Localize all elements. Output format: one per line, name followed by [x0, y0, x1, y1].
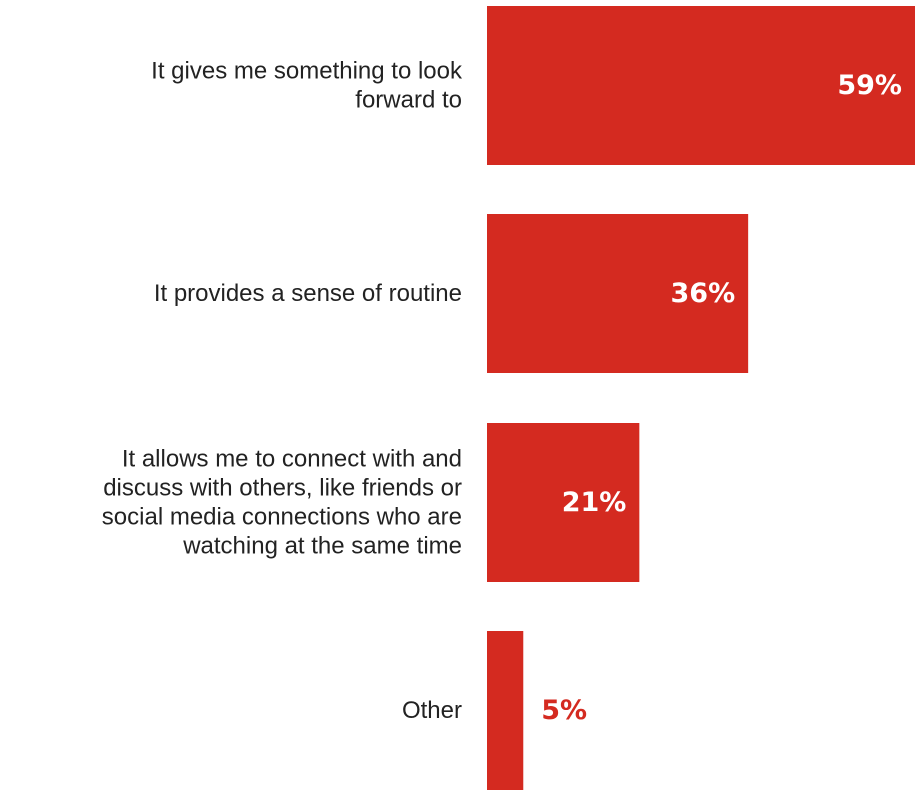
- category-label-line: discuss with others, like friends or: [103, 475, 462, 502]
- category-label-2: It provides a sense of routine: [154, 280, 462, 307]
- category-label-3: It allows me to connect with anddiscuss …: [102, 446, 462, 560]
- category-label-line: It gives me something to look: [151, 58, 463, 85]
- category-label-line: forward to: [355, 87, 462, 114]
- category-label-4: Other: [402, 697, 462, 724]
- value-label-2: 36%: [671, 278, 736, 309]
- bar-4: [487, 631, 524, 790]
- category-label-line: social media connections who are: [102, 504, 462, 531]
- bar-3: [487, 423, 640, 582]
- category-label-line: It provides a sense of routine: [154, 280, 462, 307]
- bar-1: [487, 6, 915, 165]
- value-label-1: 59%: [837, 70, 902, 101]
- value-label-3: 21%: [562, 487, 627, 518]
- category-label-line: It allows me to connect with and: [122, 446, 462, 473]
- category-label-line: watching at the same time: [182, 533, 462, 560]
- bar-2: [487, 214, 749, 373]
- value-label-4: 5%: [541, 695, 587, 726]
- category-label-line: Other: [402, 697, 462, 724]
